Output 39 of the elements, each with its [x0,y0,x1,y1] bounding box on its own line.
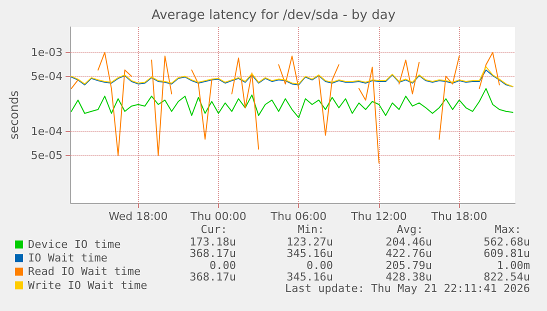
text: Last update: Thu May 21 22:11:41 2026 [284,282,530,295]
text: Min: [298,223,324,236]
text: 609.81u [484,247,530,260]
legend-label: Write IO Wait time [28,278,148,292]
y-axis-title: seconds [7,90,21,140]
legend-label: Read IO Wait time [28,265,141,278]
text: 0.00 [210,258,236,272]
text: 368.17u [190,270,236,284]
text: 173.18u [190,236,236,249]
text: Max: [494,223,522,236]
x-tick-label: Thu 18:00 [430,210,488,223]
line-series [70,88,514,118]
x-tick-label: Thu 06:00 [270,210,327,223]
chart-title: Average latency for /dev/sda - by day [151,8,396,23]
legend-label: IO Wait time [28,252,108,265]
text: 345.16u [286,270,333,284]
y-tick-label: 5e-05 [30,148,63,162]
x-tick-label: Wed 18:00 [108,210,168,223]
x-tick-label: Thu 12:00 [350,210,407,223]
text: 345.16u [286,247,333,260]
y-tick-label: 1e-04 [30,125,63,138]
text: 204.46u [386,236,432,249]
text: 123.27u [286,236,333,249]
x-tick-label: Thu 00:00 [190,210,246,223]
legend-label: Device IO time [28,238,121,251]
line-series [70,66,514,88]
text: 822.54u [484,270,530,284]
text: 428.38u [386,270,432,284]
y-tick-label: 1e-03 [30,46,63,59]
text: Cur: [200,223,228,236]
text: 368.17u [190,247,236,260]
text: 205.79u [386,258,432,272]
text: 1.00m [496,258,530,272]
text: 0.00 [306,258,333,272]
text: Avg: [396,223,424,236]
y-tick-label: 5e-04 [30,70,63,83]
text: 562.68u [484,236,530,249]
line-series [70,70,514,88]
text: 422.76u [386,247,432,260]
